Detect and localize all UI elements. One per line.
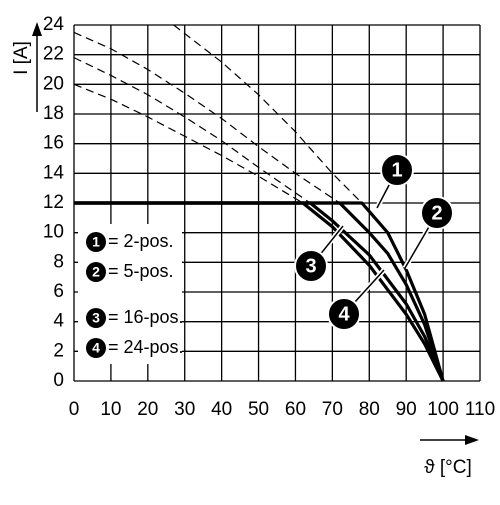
x-tick-label: 10	[100, 399, 121, 420]
legend-number: 4	[92, 340, 100, 356]
callout-number: 2	[431, 202, 442, 224]
y-tick-label: 0	[53, 370, 64, 391]
callout-badge	[327, 297, 361, 331]
legend-badge	[86, 232, 106, 252]
callout-badge	[420, 196, 454, 230]
y-tick-label: 4	[53, 311, 64, 332]
x-tick-label: 40	[211, 399, 232, 420]
x-tick-label: 20	[137, 399, 158, 420]
extrapolated-line	[173, 24, 363, 204]
y-tick-label: 10	[43, 222, 64, 243]
legend-number: 1	[92, 234, 100, 250]
y-tick-label: 16	[43, 133, 64, 154]
derating-line	[74, 201, 445, 382]
callout-badge	[380, 153, 414, 187]
callout-number: 4	[338, 303, 350, 325]
extrapolated-line	[73, 31, 341, 204]
x-tick-label: 50	[248, 399, 269, 420]
extrapolated-line	[73, 83, 304, 204]
legend-badge	[86, 338, 106, 358]
legend-label: = 2-pos.	[108, 231, 174, 251]
x-tick-label: 0	[69, 399, 80, 420]
x-tick-label: 110	[465, 399, 495, 420]
y-axis-label: I [A]	[11, 41, 32, 75]
callout-number: 3	[305, 255, 316, 277]
legend-label: = 24-pos.	[108, 337, 184, 357]
y-tick-label: 14	[43, 162, 65, 183]
x-axis-label: ϑ [°C]	[424, 457, 472, 478]
x-tick-label: 80	[359, 399, 380, 420]
y-tick-label: 8	[53, 251, 64, 272]
y-tick-label: 20	[43, 73, 64, 94]
y-tick-label: 2	[53, 340, 64, 361]
derating-line	[74, 201, 445, 382]
legend-badge	[86, 262, 106, 282]
callout-number: 1	[391, 159, 402, 181]
legend-number: 2	[92, 264, 100, 280]
y-tick-label: 24	[43, 14, 65, 35]
legend-label: = 5-pos.	[108, 261, 174, 281]
x-tick-label: 90	[396, 399, 417, 420]
x-tick-label: 70	[322, 399, 343, 420]
y-tick-label: 12	[43, 192, 64, 213]
x-tick-label: 30	[174, 399, 195, 420]
callout-badge	[294, 249, 328, 283]
x-tick-label: 100	[427, 399, 459, 420]
y-tick-label: 18	[43, 103, 64, 124]
legend-badge	[86, 308, 106, 328]
legend-label: = 16-pos.	[108, 307, 184, 327]
legend-number: 3	[92, 310, 100, 326]
y-arrow-head	[32, 22, 42, 36]
x-arrow-head	[465, 435, 479, 445]
y-tick-label: 6	[53, 281, 64, 302]
extrapolated-line	[73, 57, 311, 204]
x-tick-label: 60	[285, 399, 306, 420]
y-tick-label: 22	[43, 44, 64, 65]
derating-line	[74, 201, 445, 382]
